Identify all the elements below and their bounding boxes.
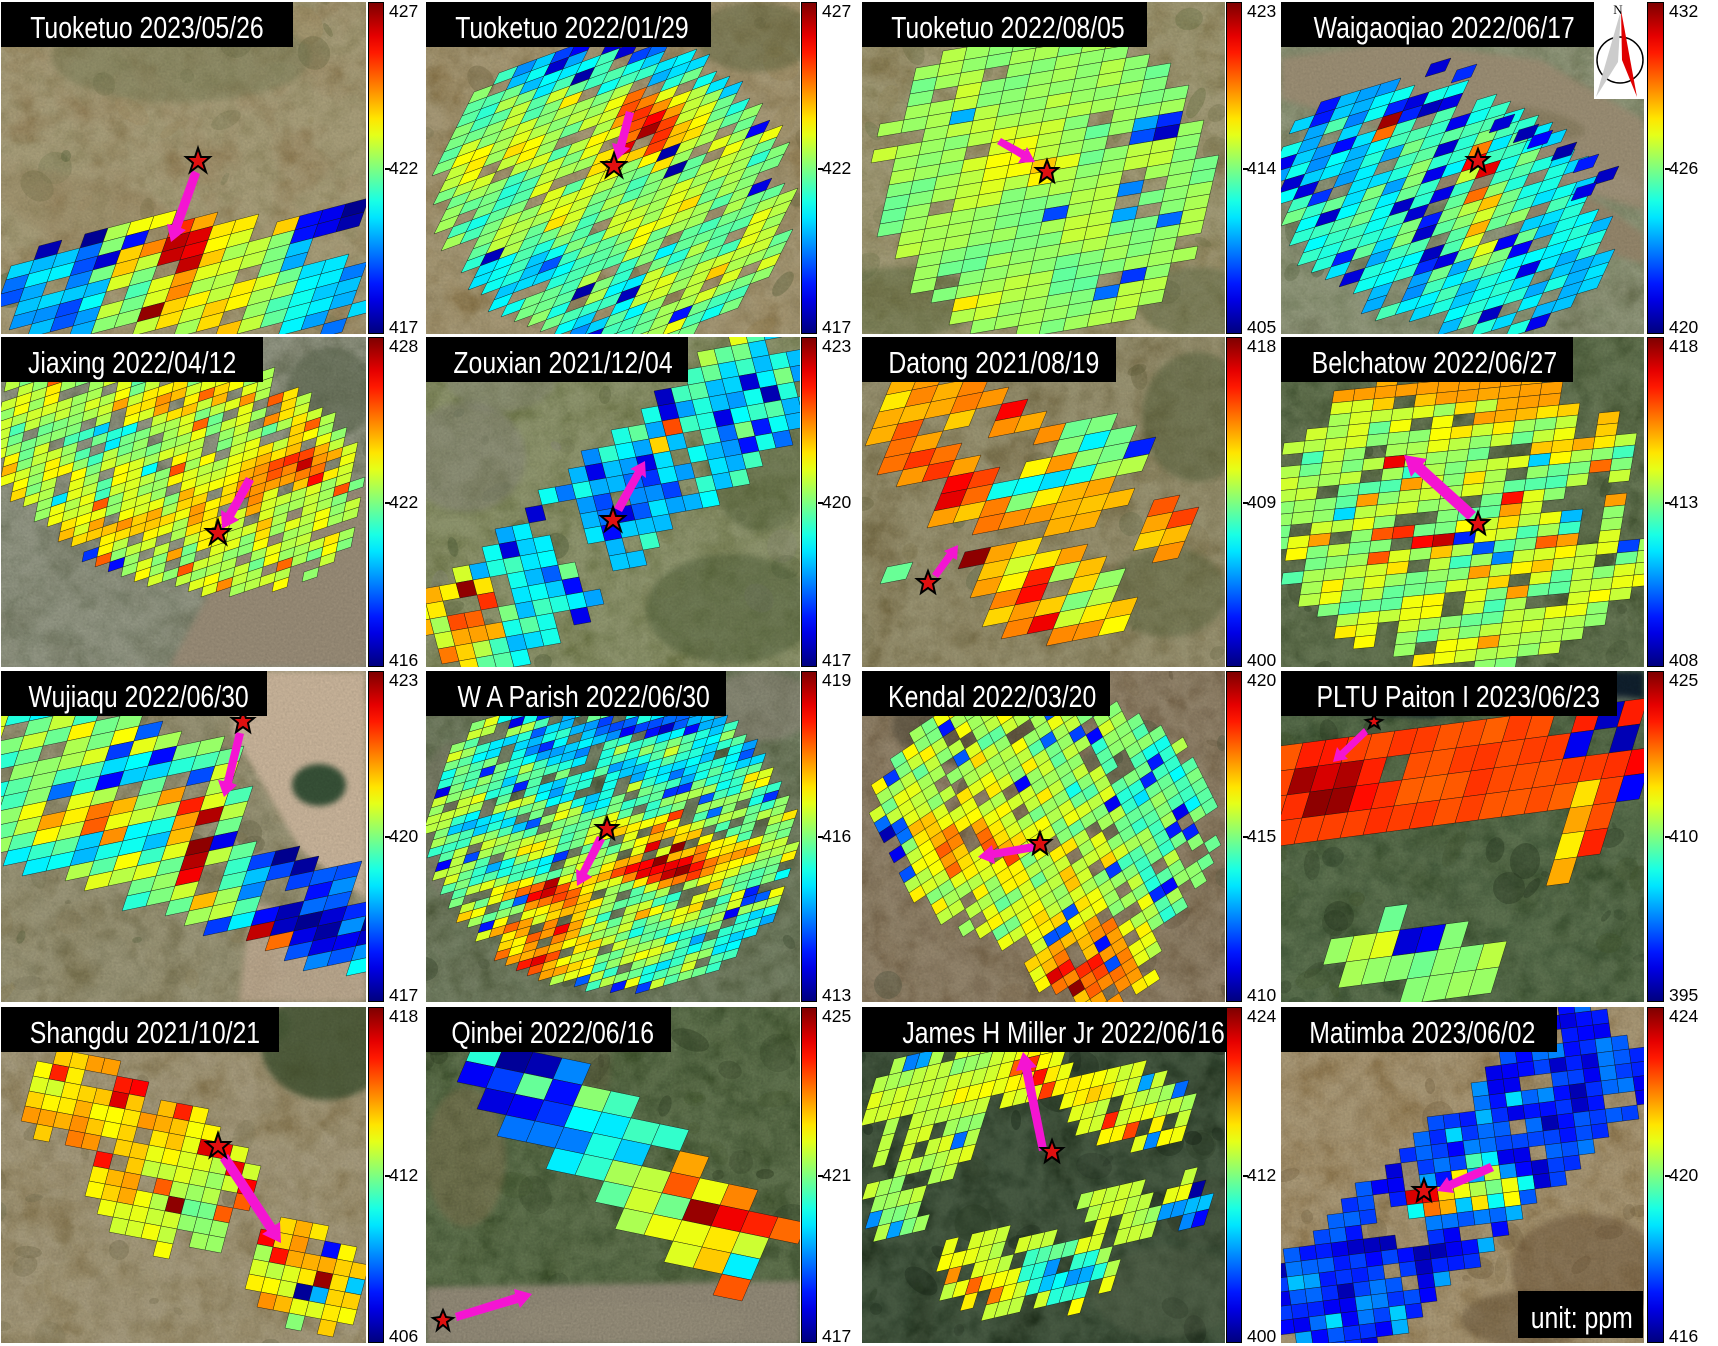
svg-text:N: N <box>1613 2 1623 17</box>
